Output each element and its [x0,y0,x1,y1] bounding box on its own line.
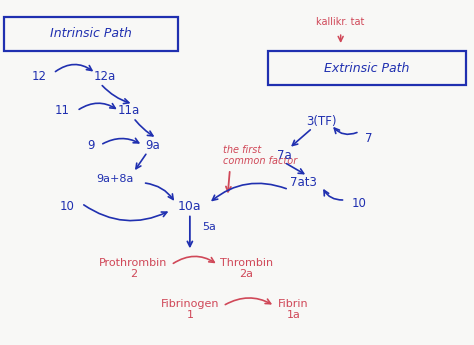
Text: 10: 10 [60,200,75,213]
Text: 12a: 12a [94,70,116,83]
Text: 7at3: 7at3 [290,176,317,189]
Text: 9: 9 [87,139,95,151]
Text: 3(TF): 3(TF) [307,115,337,128]
Text: Intrinsic Path: Intrinsic Path [50,27,132,40]
Text: Fibrin
1a: Fibrin 1a [278,298,309,320]
Text: 7a: 7a [277,149,292,162]
Text: Fibrinogen
1: Fibrinogen 1 [161,298,219,320]
Text: 9a+8a: 9a+8a [96,174,133,184]
Text: the first
common factor: the first common factor [223,145,297,166]
Text: 10a: 10a [178,200,202,213]
Text: kallikr. tat: kallikr. tat [317,17,365,27]
Text: 10: 10 [352,197,367,210]
FancyBboxPatch shape [268,51,465,85]
Text: 12: 12 [32,70,46,83]
Text: 5a: 5a [202,222,216,232]
Text: Thrombin
2a: Thrombin 2a [220,257,273,279]
Text: Extrinsic Path: Extrinsic Path [324,62,409,75]
Text: 11a: 11a [118,105,140,117]
Text: Prothrombin
2: Prothrombin 2 [99,257,167,279]
FancyBboxPatch shape [4,17,178,51]
Text: 7: 7 [365,132,373,145]
Text: 11: 11 [55,105,70,117]
Text: 9a: 9a [145,139,160,151]
